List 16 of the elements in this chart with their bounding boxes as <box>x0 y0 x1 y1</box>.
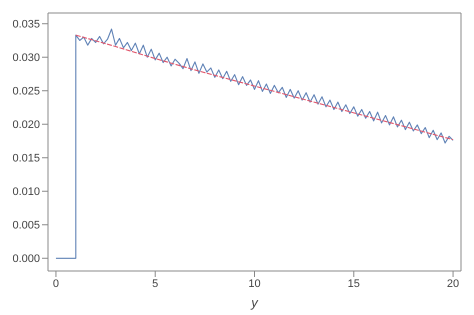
y-tick-label: 0.010 <box>12 186 40 198</box>
line-series <box>75 34 454 140</box>
x-tick-label: 0 <box>52 278 60 290</box>
x-tick-label: 15 <box>348 278 360 290</box>
y-tick-label: 0.000 <box>12 253 40 266</box>
y-tick-label: 0.005 <box>12 220 40 232</box>
y-tick-label: 0.015 <box>12 152 40 165</box>
x-tick-label: 10 <box>248 278 261 290</box>
y-tick-label: 0.020 <box>12 119 40 132</box>
y-tick-label: 0.030 <box>12 52 40 64</box>
y-tick-label: 0.025 <box>12 86 40 98</box>
x-axis-title: y <box>250 295 260 310</box>
y-tick-label: 0.035 <box>12 18 40 31</box>
x-tick-label: 5 <box>152 278 158 290</box>
line-series <box>55 28 454 259</box>
x-tick-label: 20 <box>446 278 460 290</box>
